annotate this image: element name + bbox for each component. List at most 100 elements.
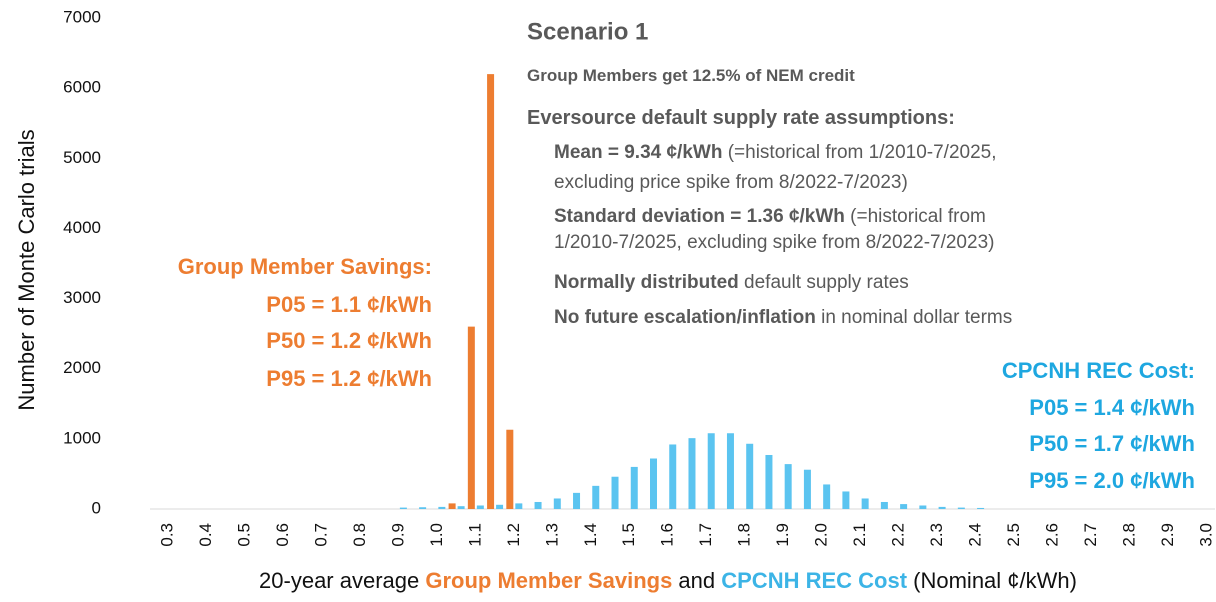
- x-tick-label: 3.0: [1196, 523, 1215, 547]
- cost-label: P95 = 2.0 ¢/kWh: [1029, 468, 1195, 493]
- x-tick-label: 1.9: [773, 523, 792, 547]
- chart-title: Scenario 1: [527, 18, 648, 45]
- bar: [900, 504, 908, 509]
- bar: [746, 443, 754, 509]
- x-tick-label: 1.2: [504, 523, 523, 547]
- bar: [534, 501, 542, 509]
- x-tick-label: 2.7: [1081, 523, 1100, 547]
- x-tick-label: 2.8: [1119, 523, 1138, 547]
- bar: [726, 433, 734, 509]
- x-tick-label: 1.1: [465, 523, 484, 547]
- note-line: 1/2010-7/2025, excluding spike from 8/20…: [554, 232, 994, 253]
- note-bold: Standard deviation = 1.36 ¢/kWh: [554, 206, 845, 227]
- bar: [880, 501, 888, 509]
- bar: [784, 464, 792, 509]
- x-tick-label: 2.1: [850, 523, 869, 547]
- note-text: (=historical from 1/2010-7/2025,: [722, 142, 996, 163]
- bar: [803, 469, 811, 509]
- bar: [842, 491, 850, 509]
- cost-label: CPCNH REC Cost:: [1002, 358, 1195, 383]
- y-tick-label: 6000: [63, 78, 101, 97]
- x-tick-label: 2.9: [1158, 523, 1177, 547]
- note-bold: Eversource default supply rate assumptio…: [527, 107, 955, 129]
- bar: [957, 507, 965, 509]
- savings-label: P50 = 1.2 ¢/kWh: [266, 328, 432, 353]
- bar: [399, 507, 407, 509]
- note-text: in nominal dollar terms: [816, 307, 1012, 328]
- y-tick-label: 3000: [63, 288, 101, 307]
- note-text: default supply rates: [739, 272, 909, 293]
- x-tick-label: 0.3: [157, 523, 176, 547]
- note-line: Eversource default supply rate assumptio…: [527, 107, 955, 129]
- savings-label: P95 = 1.2 ¢/kWh: [266, 366, 432, 391]
- bar: [688, 438, 696, 509]
- cost-label: P50 = 1.7 ¢/kWh: [1029, 431, 1195, 456]
- x-tick-label: 2.0: [812, 523, 831, 547]
- bar: [467, 326, 475, 509]
- bar: [765, 454, 773, 509]
- note-bold: No future escalation/inflation: [554, 307, 816, 328]
- x-tick-label: 1.4: [581, 523, 600, 547]
- bar: [592, 485, 600, 509]
- x-axis-title: 20-year average Group Member Savings and…: [259, 568, 1077, 593]
- bar: [476, 505, 484, 509]
- cost-label: P05 = 1.4 ¢/kWh: [1029, 395, 1195, 420]
- x-tick-label: 0.8: [350, 523, 369, 547]
- note-bold: Mean = 9.34 ¢/kWh: [554, 142, 722, 163]
- y-tick-label: 7000: [63, 7, 101, 26]
- bar: [553, 498, 561, 509]
- x-tick-label: 0.5: [234, 523, 253, 547]
- note-line: Mean = 9.34 ¢/kWh (=historical from 1/20…: [554, 142, 997, 163]
- x-tick-label: 0.9: [388, 523, 407, 547]
- bar: [861, 498, 869, 509]
- note-line: excluding price spike from 8/2022-7/2023…: [554, 172, 908, 193]
- x-tick-label: 1.0: [427, 523, 446, 547]
- bar: [506, 429, 514, 509]
- x-tick-label: 2.6: [1043, 523, 1062, 547]
- x-tick-label: 1.5: [619, 523, 638, 547]
- y-tick-label: 0: [92, 498, 101, 517]
- bar: [977, 507, 985, 509]
- note-text: 1/2010-7/2025, excluding spike from 8/20…: [554, 232, 994, 253]
- note-line: Standard deviation = 1.36 ¢/kWh (=histor…: [554, 206, 986, 227]
- x-tick-label: 1.7: [696, 523, 715, 547]
- bar: [650, 458, 657, 509]
- savings-label: P05 = 1.1 ¢/kWh: [266, 292, 432, 317]
- x-tick-label: 0.4: [196, 523, 215, 547]
- note-text: (=historical from: [845, 206, 986, 227]
- x-axis-title-part: 20-year average: [259, 568, 425, 593]
- bar: [419, 507, 427, 509]
- x-axis-title-part: CPCNH REC Cost: [721, 568, 907, 593]
- bar: [487, 74, 495, 509]
- x-tick-label: 1.8: [735, 523, 754, 547]
- x-tick-label: 0.6: [273, 523, 292, 547]
- bar: [515, 503, 523, 509]
- x-axis-title-part: Group Member Savings: [425, 568, 672, 593]
- y-axis-title: Number of Monte Carlo trials: [14, 129, 39, 410]
- y-tick-label: 5000: [63, 148, 101, 167]
- bar: [573, 492, 581, 509]
- bar: [457, 506, 465, 509]
- note-line: Group Members get 12.5% of NEM credit: [527, 66, 855, 85]
- note-bold: Group Members get 12.5% of NEM credit: [527, 66, 855, 85]
- x-axis-title-part: and: [672, 568, 721, 593]
- bar: [707, 433, 715, 509]
- x-tick-label: 0.7: [311, 523, 330, 547]
- x-tick-label: 1.6: [658, 523, 677, 547]
- bar: [919, 505, 927, 509]
- x-tick-label: 2.5: [1004, 523, 1023, 547]
- x-tick-label: 2.2: [889, 523, 908, 547]
- bar: [448, 503, 456, 509]
- x-axis-title-part: (Nominal ¢/kWh): [907, 568, 1077, 593]
- bar: [669, 444, 677, 509]
- bar: [630, 466, 638, 509]
- note-line: Normally distributed default supply rate…: [554, 272, 909, 293]
- note-line: No future escalation/inflation in nomina…: [554, 307, 1012, 328]
- bar: [496, 504, 504, 509]
- x-tick-label: 2.3: [927, 523, 946, 547]
- bar: [938, 506, 946, 509]
- savings-label: Group Member Savings:: [178, 254, 432, 279]
- y-tick-label: 2000: [63, 358, 101, 377]
- x-tick-label: 1.3: [542, 523, 561, 547]
